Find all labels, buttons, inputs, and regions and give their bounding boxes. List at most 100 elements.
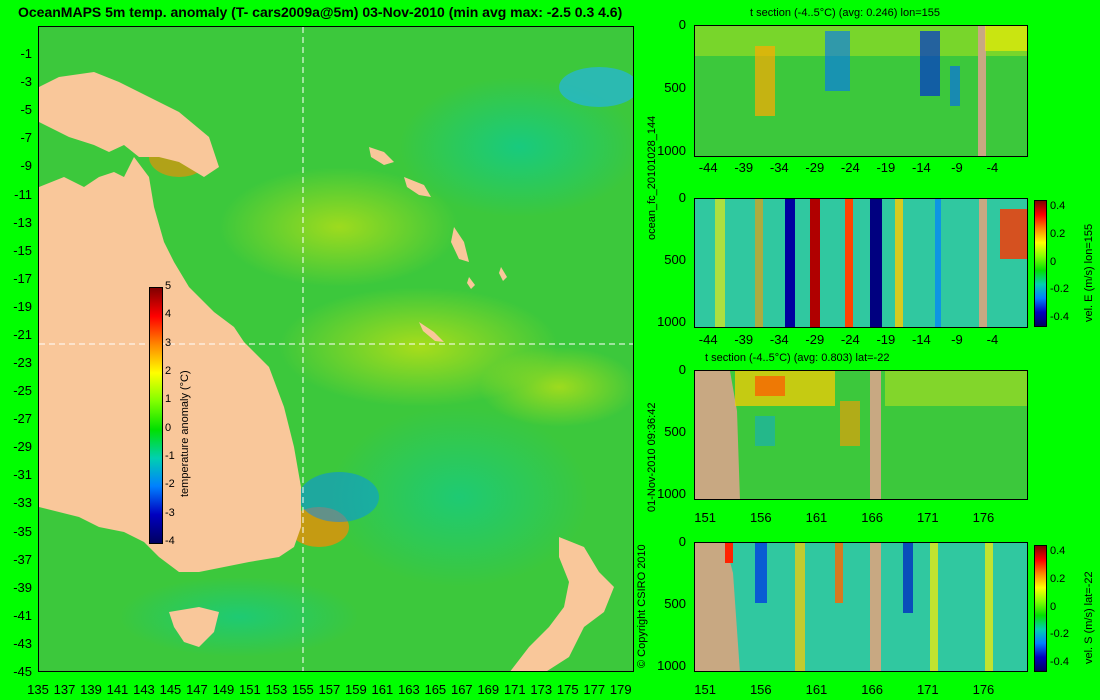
colorbar-tick: 0 bbox=[1050, 255, 1057, 268]
map-x-tick: 153 bbox=[265, 682, 288, 697]
vel-s-section-panel[interactable] bbox=[694, 542, 1028, 672]
t-section-lon-panel[interactable] bbox=[694, 25, 1028, 157]
colorbar-tick: -1 bbox=[165, 450, 175, 462]
map-x-tick: 145 bbox=[159, 682, 182, 697]
colorbar-tick: -0.2 bbox=[1050, 628, 1069, 641]
map-x-tick: 151 bbox=[239, 682, 261, 697]
section-y-tick: 500 bbox=[664, 423, 686, 439]
map-x-tick: 179 bbox=[609, 682, 632, 697]
colorbar-tick: 1 bbox=[165, 393, 172, 406]
section-x-tick: -24 bbox=[840, 160, 860, 175]
section-y-tick: 0 bbox=[678, 362, 686, 377]
map-y-tick: -25 bbox=[13, 383, 32, 399]
map-y-tick: -31 bbox=[13, 467, 32, 483]
section-x-tick: -44 bbox=[698, 332, 718, 347]
section-y-tick: 1000 bbox=[657, 313, 686, 329]
section-x-tick: -9 bbox=[951, 160, 963, 175]
map-x-tick: 161 bbox=[371, 682, 394, 697]
colorbar-tick: -2 bbox=[165, 478, 175, 491]
panel4-y-axis: 0 500 1000 bbox=[650, 534, 690, 673]
map-y-axis: -1 -3 -5 -7 -9 -11 -13 -15 -17 -19 -21 -23 -25 -27 -29… bbox=[0, 26, 36, 679]
map-x-tick: 165 bbox=[424, 682, 447, 697]
colorbar-label: temperature anomaly (°C) bbox=[179, 370, 191, 497]
colorbar-tick: 0.2 bbox=[1050, 572, 1066, 585]
map-y-tick: -19 bbox=[13, 298, 32, 314]
panel2-x-axis: -44 -39 -34 -29 -24 -19 -14 -9 -4 bbox=[694, 332, 1028, 348]
vel-e-section-panel[interactable] bbox=[694, 198, 1028, 328]
map-y-tick: -17 bbox=[13, 270, 32, 286]
map-y-tick: -23 bbox=[13, 355, 32, 371]
map-y-tick: -21 bbox=[13, 326, 32, 342]
colorbar-tick: 2 bbox=[165, 365, 172, 377]
map-y-tick: -43 bbox=[13, 635, 32, 651]
map-x-tick: 149 bbox=[212, 682, 235, 697]
vel-e-colorbar-label: vel. E (m/s) lon=155 bbox=[1083, 223, 1095, 322]
map-y-tick: -5 bbox=[20, 102, 32, 118]
section-x-tick: -44 bbox=[698, 160, 718, 175]
copyright-label: © Copyright CSIRO 2010 bbox=[636, 544, 648, 668]
panel4-x-axis: 151 156 161 166 171 176 bbox=[694, 682, 1028, 698]
section-x-tick: -4 bbox=[986, 160, 999, 175]
colorbar-tick: -0.4 bbox=[1050, 311, 1069, 324]
map-y-tick: -37 bbox=[13, 551, 32, 567]
map-x-tick: 135 bbox=[27, 682, 49, 697]
map-x-tick: 173 bbox=[530, 682, 553, 697]
map-x-tick: 139 bbox=[80, 682, 102, 697]
map-y-tick: -7 bbox=[20, 130, 32, 146]
map-x-tick: 171 bbox=[503, 682, 526, 697]
section-x-tick: -14 bbox=[911, 160, 931, 175]
map-y-tick: -35 bbox=[13, 523, 32, 539]
map-y-tick: -13 bbox=[13, 214, 32, 230]
section-y-tick: 0 bbox=[678, 17, 686, 32]
map-y-tick: -45 bbox=[13, 664, 32, 679]
section-x-tick: 161 bbox=[805, 682, 828, 697]
map-x-axis: 135 137 139 141 143 145 147 149 151 153 155 157 159 1… bbox=[27, 682, 648, 698]
anomaly-texture bbox=[59, 67, 633, 657]
colorbar-tick: 0 bbox=[165, 421, 172, 434]
map-y-tick: -11 bbox=[14, 186, 32, 202]
map-y-tick: -39 bbox=[13, 579, 32, 595]
map-x-tick: 177 bbox=[583, 682, 606, 697]
section-x-tick: -39 bbox=[734, 160, 754, 175]
t-section-lat-svg bbox=[695, 371, 1027, 499]
land bbox=[39, 72, 614, 671]
t-section-lon-svg bbox=[695, 26, 1027, 156]
section-x-tick: -19 bbox=[876, 332, 896, 347]
section-x-tick: 171 bbox=[916, 510, 939, 525]
section-x-tick: 176 bbox=[972, 682, 995, 697]
section-y-tick: 1000 bbox=[657, 142, 686, 158]
vel-e-section-svg bbox=[695, 199, 1027, 327]
vel-e-colorbar-ticks: 0.4 0.2 0 -0.2 -0.4 bbox=[1050, 200, 1080, 327]
map-x-tick: 169 bbox=[477, 682, 500, 697]
map-x-tick: 141 bbox=[106, 682, 129, 697]
section-y-tick: 0 bbox=[678, 190, 686, 205]
section-x-tick: -39 bbox=[734, 332, 754, 347]
colorbar-tick-labels: 5 4 3 2 1 0 -1 -2 -3 -4 bbox=[165, 280, 185, 547]
panel1-x-axis: -44 -39 -34 -29 -24 -19 -14 -9 -4 bbox=[694, 160, 1028, 176]
section-y-tick: 500 bbox=[664, 595, 686, 611]
crosshair-icon bbox=[39, 27, 633, 671]
panel3-title: t section (-4..5°C) (avg: 0.803) lat=-22 bbox=[705, 352, 890, 364]
map-panel[interactable]: 5 4 3 2 1 0 -1 -2 -3 -4 temperature anomaly (°C) bbox=[38, 26, 634, 672]
section-x-tick: -34 bbox=[769, 332, 789, 347]
colorbar-tick: 0.4 bbox=[1050, 199, 1066, 212]
map-x-tick: 159 bbox=[345, 682, 367, 697]
section-x-tick: 171 bbox=[916, 682, 939, 697]
section-x-tick: -29 bbox=[805, 160, 825, 175]
colorbar-tick: -3 bbox=[165, 506, 175, 519]
section-x-tick: -24 bbox=[840, 332, 860, 347]
t-section-lat-panel[interactable] bbox=[694, 370, 1028, 500]
panel3-x-axis: 151 156 161 166 171 176 bbox=[694, 510, 1028, 526]
panel3-y-axis: 0 500 1000 bbox=[650, 362, 690, 501]
vel-s-colorbar-ticks: 0.4 0.2 0 -0.2 -0.4 bbox=[1050, 545, 1080, 672]
colorbar-tick: 3 bbox=[165, 336, 172, 349]
map-x-tick: 143 bbox=[133, 682, 155, 697]
section-x-tick: -9 bbox=[951, 332, 963, 347]
map-x-tick: 163 bbox=[397, 682, 420, 697]
colorbar-tick: 0.4 bbox=[1050, 544, 1066, 557]
section-x-tick: -14 bbox=[911, 332, 931, 347]
colorbar-tick: -4 bbox=[165, 535, 175, 547]
map-x-tick: 155 bbox=[292, 682, 314, 697]
colorbar-tick: 0 bbox=[1050, 600, 1057, 613]
map-y-tick: -33 bbox=[13, 495, 32, 511]
